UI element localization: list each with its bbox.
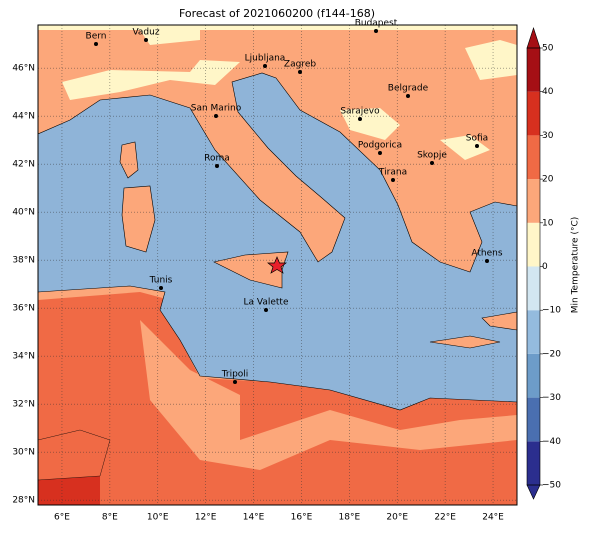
city-dot (159, 286, 163, 290)
lat-tick-label: 34°N (12, 352, 35, 362)
corsica (119, 141, 139, 179)
city-label: Tirana (378, 168, 407, 178)
city-label: Belgrade (388, 84, 429, 94)
city-dot (233, 380, 237, 384)
city-label: Roma (204, 154, 230, 164)
lon-tick-label: 12°E (195, 513, 217, 523)
city-dot (264, 308, 268, 312)
colorbar-tick-label: 40 (542, 87, 554, 97)
colorbar-tick-label: −40 (542, 437, 561, 447)
graticule: 6°E 8°E 10°E 12°E 14°E 16°E 18°E 20°E 22°E 24°E 28… (12, 25, 517, 523)
city-dot (144, 38, 148, 42)
city-label: Ljubljana (245, 54, 286, 64)
lat-tick-label: 38°N (12, 256, 35, 266)
colorbar-tick-label: 20 (542, 175, 554, 185)
colorbar-band (527, 179, 540, 223)
city-label: Budapest (355, 19, 398, 29)
warm-zone (140, 320, 517, 470)
colorbar: −50 −40 −30 −20 −10 0 10 20 30 40 50 (526, 27, 561, 500)
city-dot (94, 42, 98, 46)
city-label: Sarajevo (340, 107, 380, 117)
colorbar-band (527, 135, 540, 180)
colorbar-band (527, 91, 540, 136)
cool-patch (62, 60, 240, 100)
colorbar-tick-label: 30 (542, 131, 554, 141)
city-dot (298, 70, 302, 74)
colorbar-tick-label: −50 (542, 481, 561, 491)
colorbar-tick-label: −20 (542, 349, 561, 359)
city-dot (475, 144, 479, 148)
city-label: Skopje (417, 151, 447, 161)
colorbar-band (527, 397, 540, 442)
colorbar-band (527, 222, 540, 267)
city-dot (485, 259, 489, 263)
colorbar-band (527, 441, 540, 485)
city-label: Podgorica (358, 141, 402, 151)
colorbar-band (527, 266, 540, 311)
city-dot (358, 117, 362, 121)
title: Forecast of 2021060200 (f144-168) (179, 7, 375, 20)
lon-tick-label: 8°E (102, 513, 118, 523)
lon-tick-label: 6°E (54, 513, 70, 523)
cool-patch (140, 28, 200, 45)
lat-tick-label: 40°N (12, 208, 35, 218)
colorbar-tick-label: −10 (542, 306, 561, 316)
lat-tick-label: 44°N (12, 112, 35, 122)
city-dot (378, 151, 382, 155)
city-label: San Marino (191, 104, 242, 114)
lat-tick-label: 28°N (12, 496, 35, 506)
crete (429, 335, 501, 349)
city-dot (406, 94, 410, 98)
city-dot (374, 29, 378, 33)
colorbar-band (527, 48, 540, 92)
city-label: Tunis (149, 276, 173, 286)
city-label: Vaduz (132, 28, 159, 38)
lon-tick-label: 18°E (339, 513, 361, 523)
city-label: Athens (471, 249, 502, 259)
city-dot (391, 178, 395, 182)
colorbar-extend-high (526, 27, 541, 49)
colorbar-band (527, 353, 540, 398)
colorbar-extend-low (526, 484, 541, 500)
cool-patch (440, 135, 490, 160)
city-label: Bern (86, 32, 107, 42)
lat-tick-label: 42°N (12, 160, 35, 170)
map-frame (37, 24, 518, 506)
lat-tick-label: 30°N (12, 448, 35, 458)
lon-tick-label: 10°E (147, 513, 169, 523)
city-label: Tripoli (221, 370, 249, 380)
colorbar-tick-label: −30 (542, 393, 561, 403)
colorbar-tick-label: 0 (542, 262, 548, 272)
border (38, 429, 111, 481)
lon-tick-label: 16°E (291, 513, 313, 523)
city-dot (430, 161, 434, 165)
forecast-point-star (267, 256, 287, 274)
sardinia (121, 185, 156, 253)
lon-tick-label: 22°E (434, 513, 456, 523)
lat-tick-label: 32°N (12, 400, 35, 410)
lat-tick-label: 46°N (12, 64, 35, 74)
city-dot (263, 64, 267, 68)
lon-tick-label: 24°E (482, 513, 504, 523)
city-dot (214, 114, 218, 118)
lon-tick-label: 20°E (386, 513, 408, 523)
city-dot (215, 164, 219, 168)
rhodes (481, 311, 517, 331)
colorbar-tick-label: 10 (542, 218, 554, 228)
colorbar-band (527, 310, 540, 354)
colorbar-tick-label: 50 (542, 44, 554, 54)
very-hot-zone (38, 476, 100, 505)
lat-tick-label: 36°N (12, 304, 35, 314)
colorbar-label: Min Temperature (°C) (571, 217, 581, 314)
lon-tick-label: 14°E (243, 513, 265, 523)
city-label: La Valette (244, 298, 289, 308)
cool-patch (340, 108, 400, 140)
cool-patch (465, 40, 517, 80)
city-label: Zagreb (284, 60, 316, 70)
city-label: Sofia (466, 134, 488, 144)
